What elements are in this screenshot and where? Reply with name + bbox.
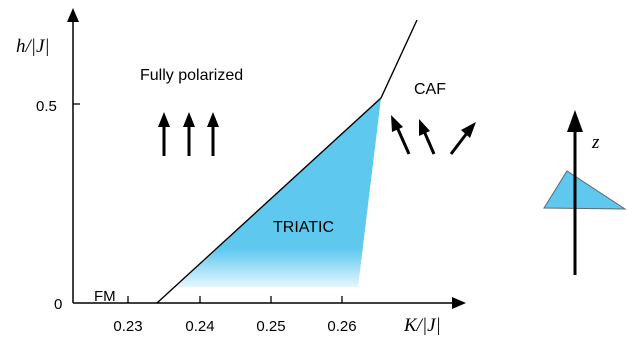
x-tick-label-023: 0.23	[113, 318, 142, 335]
fully-polarized-spin-arrows	[158, 112, 219, 156]
inset-triangle	[543, 170, 627, 210]
spin-arrow-canted-left-icon	[391, 115, 411, 155]
spin-arrow-up-icon	[183, 112, 195, 156]
spin-arrow-canted-right-icon	[449, 122, 476, 155]
inset-z-arrow-head	[567, 110, 583, 132]
region-label-fully-polarized: Fully polarized	[140, 67, 243, 84]
x-tick-label-026: 0.26	[327, 318, 356, 335]
spin-arrow-up-icon	[158, 112, 170, 156]
region-label-caf: CAF	[414, 81, 446, 98]
y-tick-label-05: 0.5	[36, 98, 57, 115]
caf-spin-arrows	[391, 115, 476, 155]
boundary-fp-caf	[380, 19, 418, 99]
x-tick-label-024: 0.24	[185, 318, 214, 335]
inset-z-label: z	[591, 132, 600, 153]
spin-arrow-canted-left-icon	[419, 119, 436, 155]
x-tick-label-025: 0.25	[256, 318, 285, 335]
x-axis-arrowhead	[452, 297, 466, 309]
boundary-fp-triatic	[156, 97, 382, 304]
x-axis-label: K/|J|	[403, 315, 441, 336]
y-axis-arrowhead	[67, 8, 79, 22]
triatic-inset: z	[543, 110, 627, 275]
region-label-triatic: TRIATIC	[273, 219, 334, 236]
y-axis-label: h/|J|	[16, 36, 50, 57]
spin-arrow-up-icon	[207, 112, 219, 156]
region-label-fm: FM	[94, 288, 116, 305]
y-tick-label-0: 0	[54, 296, 62, 313]
